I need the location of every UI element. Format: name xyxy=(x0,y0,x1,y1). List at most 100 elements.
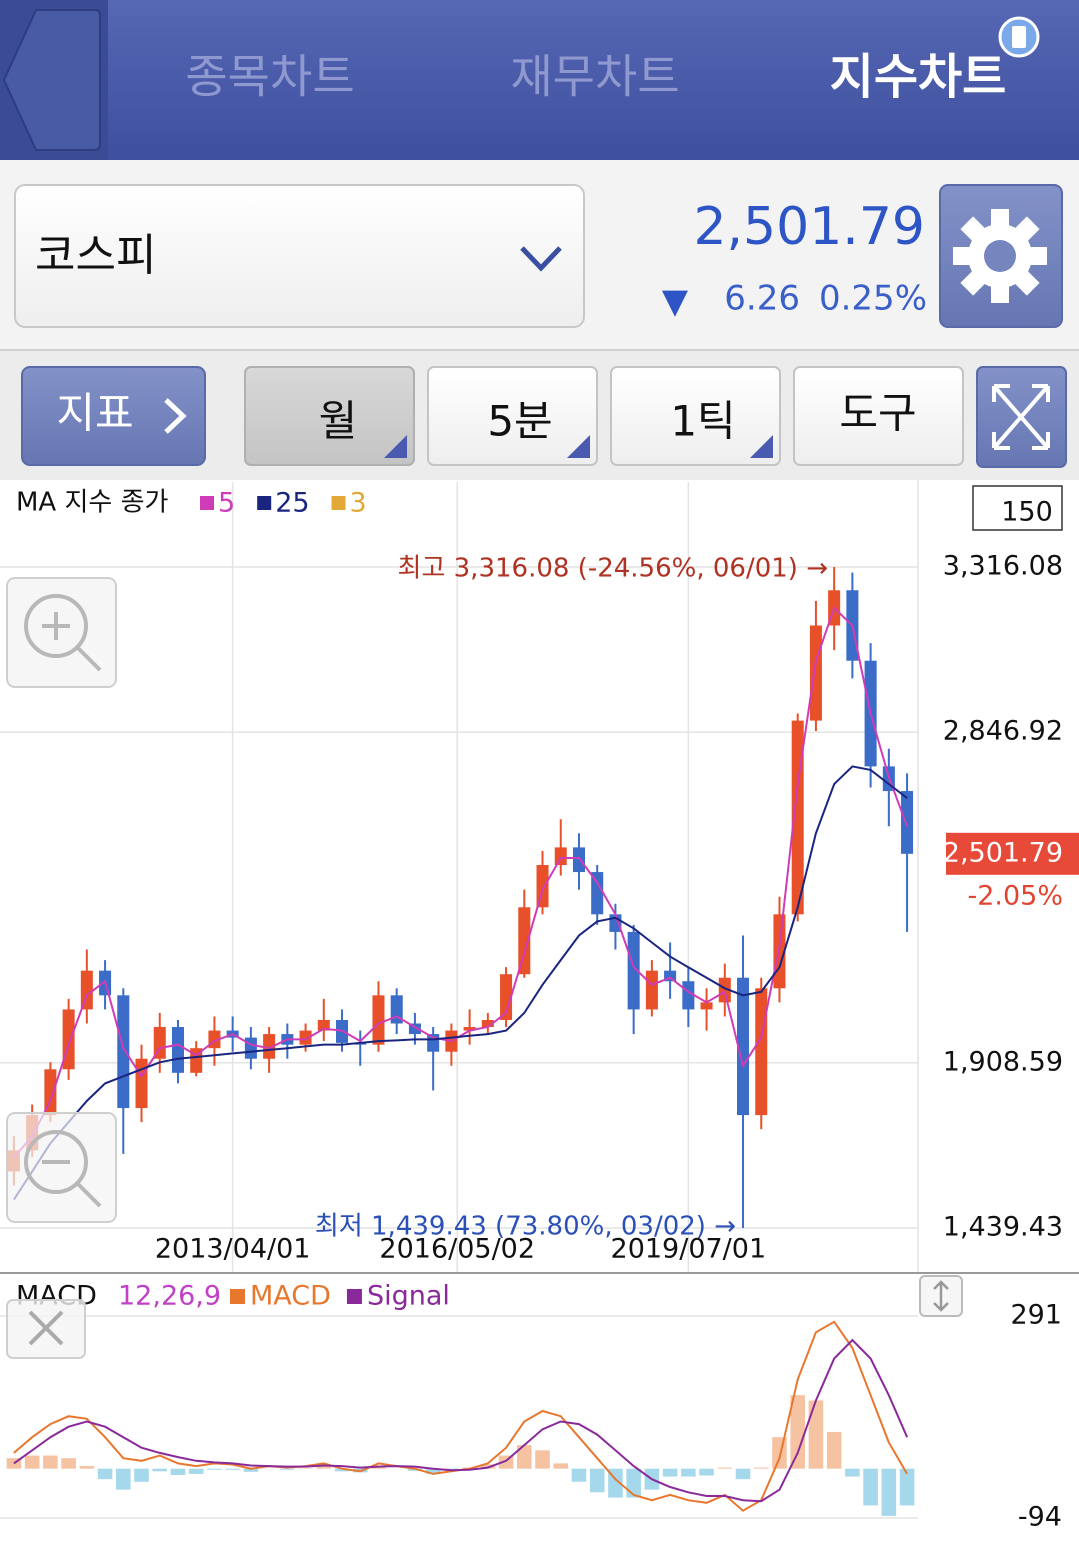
legend-label: MACD xyxy=(250,1281,331,1312)
ma-line xyxy=(13,765,908,1201)
histogram-bar xyxy=(772,1437,787,1469)
legend-swatch xyxy=(331,496,346,510)
macd-plot xyxy=(6,1320,915,1516)
tools-label: 도구 xyxy=(839,389,916,438)
histogram-bar xyxy=(316,1466,332,1469)
current-price-label: 2,501.79 xyxy=(943,837,1063,868)
histogram-bar xyxy=(207,1468,222,1470)
histogram-bar xyxy=(535,1450,550,1469)
index-dropdown[interactable] xyxy=(14,184,585,328)
histogram-bar xyxy=(24,1455,40,1469)
low-annotation: 최저 1,439.43 (73.80%, 03/02) → xyxy=(315,1212,736,1242)
macd-grid xyxy=(0,1315,918,1519)
gear-icon xyxy=(953,209,1047,303)
ma-legend-title: MA 지수 종가 xyxy=(16,488,169,518)
tab-active[interactable]: 지수차트 xyxy=(830,49,1007,105)
candle-body xyxy=(153,1027,166,1059)
histogram-bar xyxy=(425,1468,441,1474)
legend-label: 25 xyxy=(275,488,309,519)
tab[interactable]: 종목차트 xyxy=(185,50,354,104)
grid xyxy=(0,482,918,1272)
histogram-bar xyxy=(97,1468,113,1480)
histogram-bar xyxy=(334,1468,350,1472)
count-box[interactable] xyxy=(972,485,1063,531)
legend-label: 5 xyxy=(218,488,235,519)
zoom-out-icon xyxy=(42,1160,102,1208)
tick-label: 1틱 xyxy=(670,397,735,446)
indicator-button[interactable] xyxy=(21,366,206,466)
period-button[interactable] xyxy=(244,366,415,466)
candle-body xyxy=(500,974,513,1020)
x-tick-label: 2019/07/01 xyxy=(611,1234,767,1265)
histogram-bar xyxy=(790,1395,805,1469)
histogram-bar xyxy=(808,1400,824,1469)
histogram-bar xyxy=(517,1445,532,1469)
macd-legend: MACD Signal xyxy=(230,1281,450,1312)
change-direction: ▼ xyxy=(662,282,689,322)
dropdown-corner xyxy=(384,435,407,458)
zoom-in-button[interactable] xyxy=(6,577,117,688)
x-tick-label: 2013/04/01 xyxy=(155,1234,311,1265)
legend-label: Signal xyxy=(367,1281,450,1312)
candle-body xyxy=(591,872,604,915)
interval-button[interactable] xyxy=(427,366,598,466)
candle-body xyxy=(700,1002,713,1010)
histogram-bar xyxy=(826,1431,842,1469)
indicator-chevron xyxy=(164,398,187,434)
histogram-bar xyxy=(444,1468,459,1470)
macd-params: 12,26,9 xyxy=(118,1281,221,1312)
indicator-label: 지표 xyxy=(56,389,133,438)
candle-body xyxy=(481,1019,494,1028)
price: 2,501.79 xyxy=(693,197,925,257)
histogram-bar xyxy=(899,1468,915,1506)
histogram-bar xyxy=(681,1468,696,1477)
interval-label: 5분 xyxy=(487,397,552,446)
sync-icon-phone xyxy=(1012,26,1026,48)
gear-hole xyxy=(984,240,1016,272)
back-button[interactable] xyxy=(2,9,101,151)
legend-swatch xyxy=(346,1289,362,1304)
current-change: -2.05% xyxy=(967,881,1063,912)
histogram-bar xyxy=(753,1467,769,1469)
tools-button[interactable] xyxy=(793,366,964,466)
histogram-bar xyxy=(699,1468,714,1476)
histogram-bar xyxy=(61,1458,76,1469)
y-tick-label: -94 xyxy=(1018,1502,1062,1533)
histogram-bar xyxy=(188,1468,204,1474)
expand-icon xyxy=(992,384,1050,450)
index-name: 코스피 xyxy=(35,230,156,281)
candle-body xyxy=(135,1058,148,1109)
candle-body xyxy=(809,625,822,721)
ma-legend: 5 25 3 xyxy=(200,488,367,519)
tab[interactable]: 재무차트 xyxy=(510,50,679,104)
histogram-bar xyxy=(626,1468,641,1498)
legend-swatch xyxy=(200,496,214,510)
candle-body xyxy=(737,977,750,1116)
x-tick-label: 2016/05/02 xyxy=(379,1234,535,1265)
histogram-bar xyxy=(243,1468,259,1472)
tick-button[interactable] xyxy=(610,366,781,466)
candle-body xyxy=(80,970,93,1010)
change: 6.26 xyxy=(724,279,800,319)
high-annotation: 최고 3,316.08 (-24.56%, 06/01) → xyxy=(398,554,828,584)
candle-body xyxy=(554,847,567,866)
chart-area xyxy=(0,480,1079,1546)
zoom-in-icon xyxy=(42,612,102,672)
y-tick-label: 2,846.92 xyxy=(943,716,1063,747)
candle-body xyxy=(390,995,403,1024)
histogram-bar xyxy=(116,1468,131,1490)
histogram-bar xyxy=(589,1468,605,1493)
histogram-bar xyxy=(43,1455,58,1469)
histogram-bar xyxy=(170,1468,186,1475)
header-bar xyxy=(0,0,1079,160)
histogram-bar xyxy=(881,1468,897,1516)
histogram-bar xyxy=(225,1468,240,1470)
candle-body xyxy=(117,995,130,1109)
y-tick-label: 1,908.59 xyxy=(943,1046,1063,1077)
y-tick-label: 1,439.43 xyxy=(943,1212,1063,1243)
candle-body xyxy=(518,907,531,975)
candle-body xyxy=(44,1069,57,1116)
histogram-bar xyxy=(152,1468,168,1472)
